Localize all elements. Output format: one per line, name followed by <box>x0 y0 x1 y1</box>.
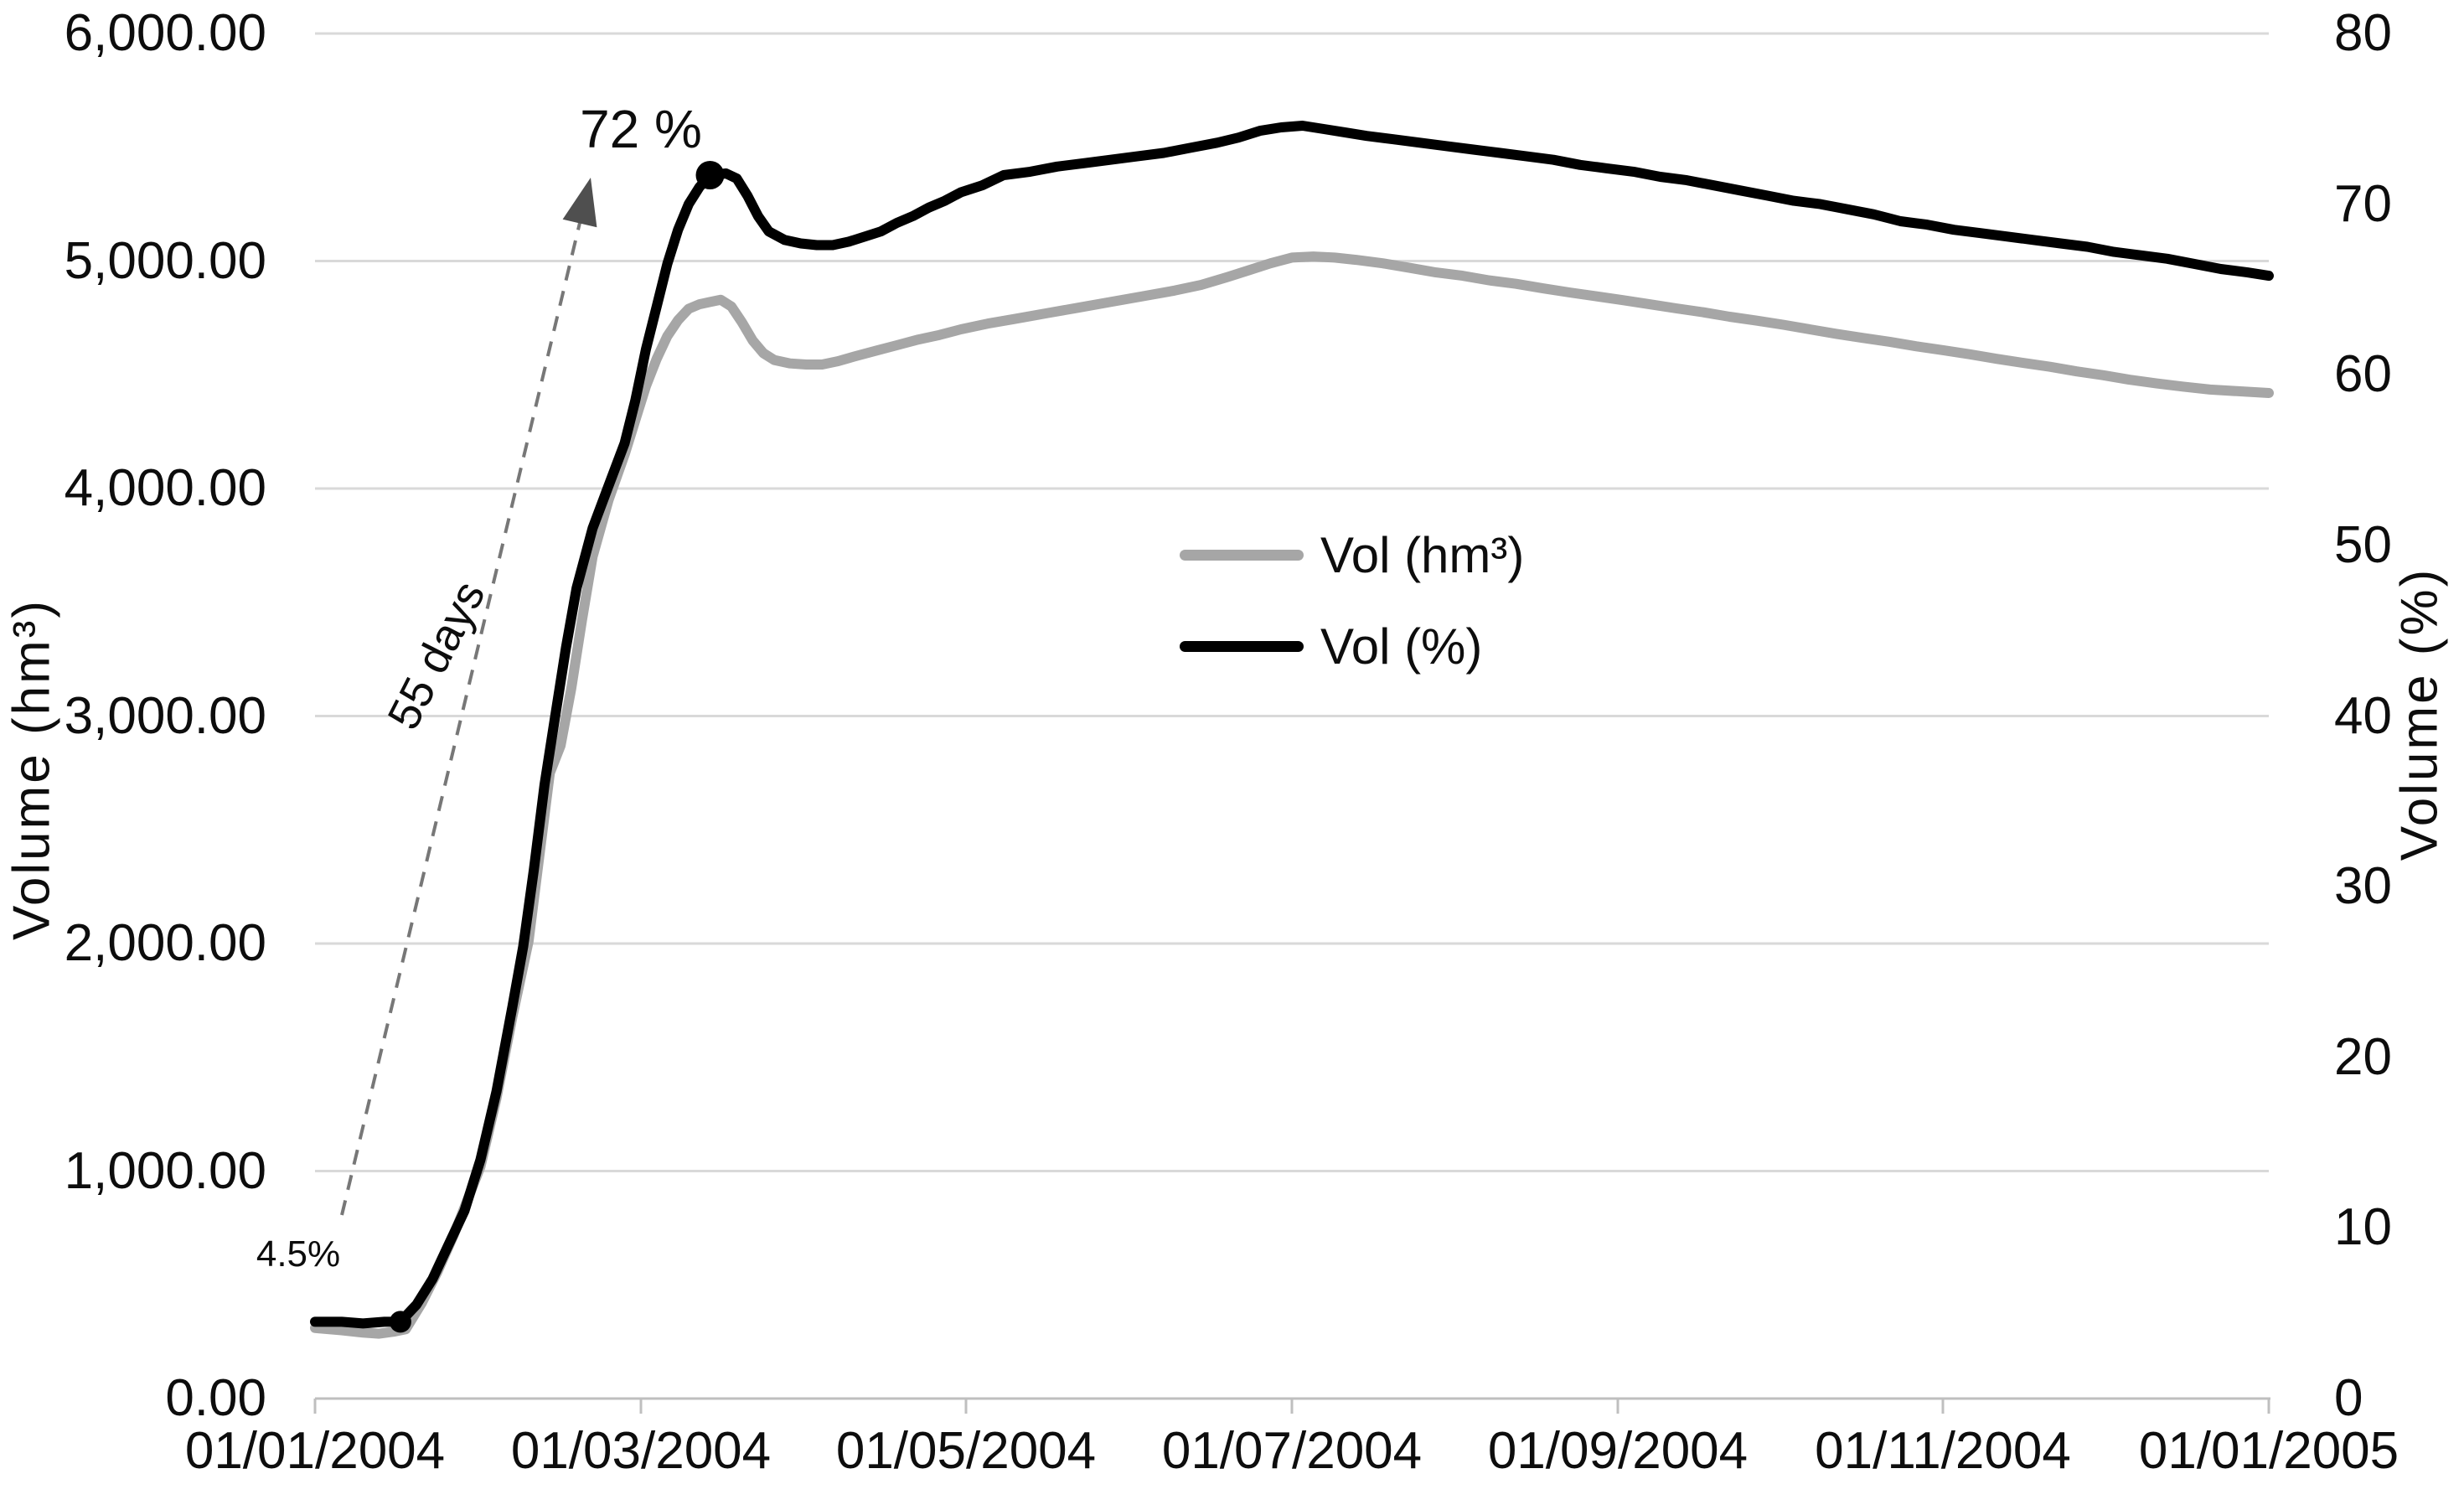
x-axis-tick-label: 01/01/2004 <box>184 1422 446 1480</box>
right-axis-tick-label: 80 <box>2334 4 2392 62</box>
right-axis-tick-label: 20 <box>2334 1028 2392 1086</box>
left-axis-tick-label: 0.00 <box>165 1369 266 1427</box>
series-line-vol-hm3 <box>310 251 2274 1339</box>
left-axis-tick-label: 2,000.00 <box>64 914 266 972</box>
right-axis-title: Volume (%) <box>2390 566 2449 861</box>
annotation-arrowhead <box>562 178 597 228</box>
series-line-vol-pct <box>310 121 2274 1329</box>
left-axis-tick-label: 1,000.00 <box>64 1142 266 1200</box>
data-point-markers <box>389 161 725 1333</box>
start-annotation-label: 4.5% <box>256 1233 341 1275</box>
right-axis-tick-label: 50 <box>2334 516 2392 574</box>
x-axis-tick-label: 01/05/2004 <box>835 1422 1097 1480</box>
annotation-arrow <box>340 178 597 1216</box>
left-axis-title: Volume (hm³) <box>3 597 61 941</box>
left-axis-tick-label: 4,000.00 <box>64 459 266 517</box>
right-axis-tick-label: 40 <box>2334 687 2392 745</box>
legend-swatch-vol-hm3 <box>1180 550 1304 561</box>
annotation-arrow-line <box>340 222 581 1216</box>
data-point-marker <box>389 1311 411 1333</box>
data-point-marker <box>695 161 725 189</box>
left-axis-tick-label: 5,000.00 <box>64 232 266 290</box>
right-axis-tick-label: 0 <box>2334 1369 2363 1427</box>
left-axis-tick-label: 6,000.00 <box>64 4 266 62</box>
data-series <box>310 121 2274 1339</box>
left-axis-tick-label: 3,000.00 <box>64 687 266 745</box>
x-axis-tick-label: 01/09/2004 <box>1487 1422 1749 1480</box>
legend-swatch-vol-pct <box>1180 641 1304 652</box>
x-axis-tick-label: 01/03/2004 <box>510 1422 772 1480</box>
right-axis-tick-label: 10 <box>2334 1198 2392 1256</box>
x-axis-tick-label: 01/11/2004 <box>1815 1422 2071 1480</box>
right-axis-tick-label: 60 <box>2334 345 2392 403</box>
peak-annotation-label: 72 % <box>580 99 702 159</box>
x-axis-tick-label: 01/07/2004 <box>1161 1422 1423 1480</box>
legend-label-vol-hm3: Vol (hm³) <box>1320 527 1525 583</box>
legend-label-vol-pct: Vol (%) <box>1320 618 1483 675</box>
right-axis-tick-label: 30 <box>2334 857 2392 915</box>
x-axis-tick-label: 01/01/2005 <box>2138 1422 2399 1480</box>
gridlines <box>313 32 2270 1414</box>
right-axis-tick-label: 70 <box>2334 175 2392 233</box>
